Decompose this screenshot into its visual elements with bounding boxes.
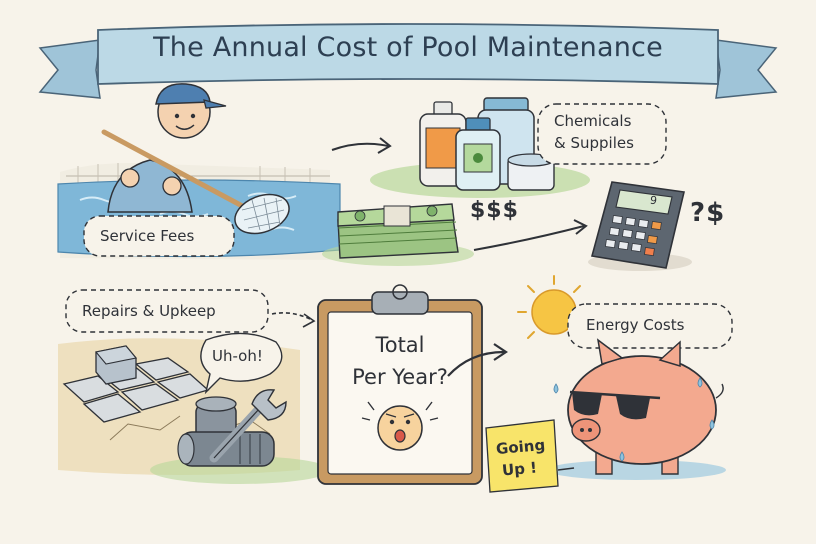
page-title: The Annual Cost of Pool Maintenance: [153, 32, 663, 63]
sun-icon: [517, 275, 591, 339]
calculator-icon: [588, 181, 692, 271]
clipboard-icon: [317, 284, 483, 485]
sunglasses-icon: [569, 390, 661, 420]
energy-costs-label: Energy Costs: [586, 316, 685, 334]
going-up-note: [485, 419, 575, 493]
chemical-bottles-icon: [370, 97, 590, 198]
arrow-to-calculator: [473, 219, 588, 251]
pool-pump-icon: [150, 396, 330, 484]
repairs-bubble: [65, 289, 269, 333]
chemicals-bubble: [537, 103, 667, 165]
service-fees-label: Service Fees: [100, 227, 195, 245]
wrench-icon: [209, 389, 287, 463]
service-fees-bubble: [83, 215, 235, 257]
chemicals-label-line2: & Suppiles: [554, 134, 634, 152]
arrow-to-energy: [447, 343, 508, 377]
worried-face-icon: [361, 401, 439, 451]
chemicals-label-line1: Chemicals: [554, 112, 632, 130]
arrow-to-chemicals: [331, 137, 392, 154]
uh-oh-label: Uh-oh!: [212, 347, 263, 365]
calculator-question-label: ?$: [690, 198, 726, 228]
total-label-line2: Per Year?: [352, 365, 448, 389]
title-banner: [38, 23, 778, 99]
money-symbols: $$$: [470, 198, 519, 223]
energy-bubble: [567, 303, 733, 349]
pool-net-icon: [101, 129, 290, 235]
arrow-to-clipboard: [271, 312, 316, 328]
cash-stack-icon: [322, 203, 474, 266]
repairs-label: Repairs & Upkeep: [82, 302, 216, 320]
total-label-line1: Total: [375, 333, 425, 357]
uh-oh-bubble: [200, 332, 283, 395]
worker-icon: [107, 83, 227, 213]
going-up-label-line2: Up !: [501, 458, 538, 480]
